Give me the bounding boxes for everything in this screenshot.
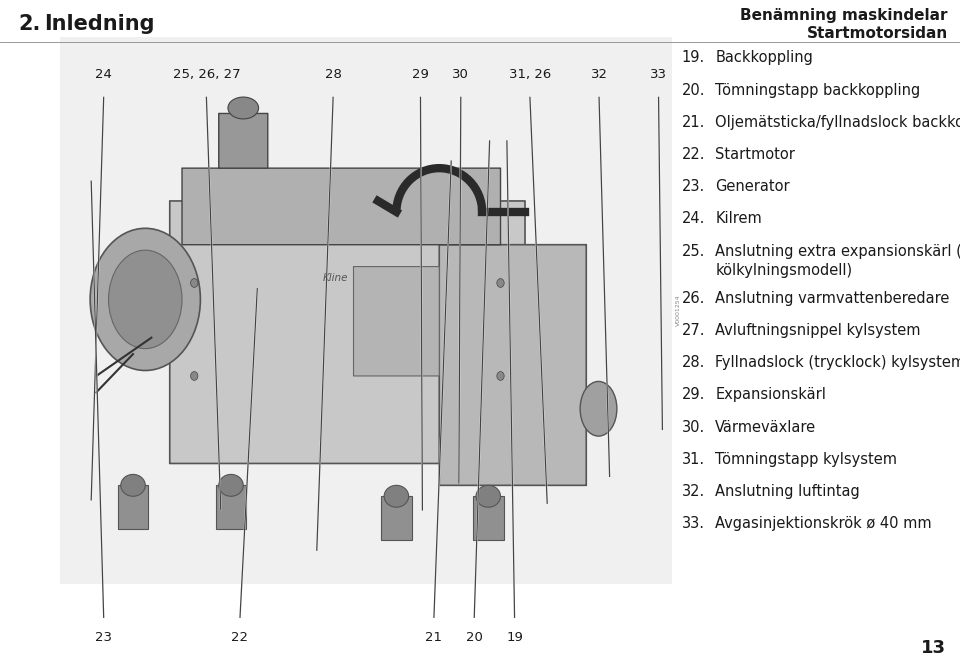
Ellipse shape: [476, 485, 500, 507]
FancyBboxPatch shape: [440, 245, 587, 485]
Ellipse shape: [191, 278, 198, 287]
Text: Anslutning luftintag: Anslutning luftintag: [715, 484, 860, 499]
Ellipse shape: [497, 372, 504, 380]
Text: 22: 22: [231, 631, 249, 644]
Text: 20.: 20.: [682, 83, 705, 97]
Text: 24.: 24.: [682, 211, 705, 226]
Text: 2.: 2.: [18, 14, 40, 34]
Bar: [381, 497, 412, 540]
Text: 19: 19: [506, 631, 523, 644]
Ellipse shape: [384, 485, 409, 507]
Ellipse shape: [228, 97, 258, 119]
FancyBboxPatch shape: [182, 168, 500, 245]
Text: 23: 23: [95, 631, 112, 644]
Text: Inledning: Inledning: [44, 14, 155, 34]
Text: Tömningstapp backkoppling: Tömningstapp backkoppling: [715, 83, 921, 97]
Text: 32.: 32.: [682, 484, 705, 499]
Ellipse shape: [90, 228, 201, 370]
Text: Oljemätsticka/fyllnadslock backkoppling: Oljemätsticka/fyllnadslock backkoppling: [715, 115, 960, 130]
Text: 25, 26, 27: 25, 26, 27: [173, 68, 240, 81]
Text: 25.: 25.: [682, 244, 705, 258]
Text: 30.: 30.: [682, 419, 705, 435]
Text: 21.: 21.: [682, 115, 705, 130]
Text: 27.: 27.: [682, 323, 705, 338]
Text: kölkylningsmodell): kölkylningsmodell): [715, 263, 852, 278]
Text: 28: 28: [324, 68, 342, 81]
Text: 28.: 28.: [682, 355, 705, 370]
Text: Anslutning extra expansionskärl (endast: Anslutning extra expansionskärl (endast: [715, 244, 960, 258]
Text: Avgasinjektionskrök ø 40 mm: Avgasinjektionskrök ø 40 mm: [715, 516, 932, 531]
Text: Värmeväxlare: Värmeväxlare: [715, 419, 816, 435]
FancyBboxPatch shape: [170, 201, 525, 464]
Text: 33: 33: [650, 68, 667, 81]
Bar: [216, 485, 247, 529]
Text: Fyllnadslock (trycklock) kylsystem: Fyllnadslock (trycklock) kylsystem: [715, 355, 960, 370]
Text: Expansionskärl: Expansionskärl: [715, 387, 826, 403]
Ellipse shape: [121, 474, 145, 497]
Text: 13: 13: [921, 639, 946, 657]
Text: Tömningstapp kylsystem: Tömningstapp kylsystem: [715, 452, 898, 467]
Text: 32: 32: [590, 68, 608, 81]
Text: 23.: 23.: [682, 179, 705, 194]
Ellipse shape: [219, 474, 243, 497]
Text: 30: 30: [452, 68, 469, 81]
Ellipse shape: [497, 278, 504, 287]
Text: 22.: 22.: [682, 147, 705, 162]
Text: 29: 29: [412, 68, 429, 81]
Ellipse shape: [191, 372, 198, 380]
Text: Anslutning varmvattenberedare: Anslutning varmvattenberedare: [715, 291, 949, 306]
Text: Kilrem: Kilrem: [715, 211, 762, 226]
Text: Startmotorsidan: Startmotorsidan: [806, 26, 948, 41]
Text: V0001254: V0001254: [676, 295, 681, 326]
Text: 21: 21: [425, 631, 443, 644]
Text: Benämning maskindelar: Benämning maskindelar: [740, 8, 948, 23]
Text: 31.: 31.: [682, 452, 705, 467]
Text: Avluftningsnippel kylsystem: Avluftningsnippel kylsystem: [715, 323, 921, 338]
Text: 31, 26: 31, 26: [509, 68, 551, 81]
Bar: [473, 497, 504, 540]
Text: 26.: 26.: [682, 291, 705, 306]
Text: Backkoppling: Backkoppling: [715, 50, 813, 65]
FancyBboxPatch shape: [353, 266, 440, 376]
Bar: [60, 37, 672, 584]
Text: 24: 24: [95, 68, 112, 81]
Bar: [118, 485, 149, 529]
Text: 33.: 33.: [682, 516, 705, 531]
Text: 29.: 29.: [682, 387, 705, 403]
Text: Kline: Kline: [323, 272, 348, 282]
Text: Startmotor: Startmotor: [715, 147, 795, 162]
Ellipse shape: [108, 250, 182, 349]
Text: 20: 20: [466, 631, 483, 644]
Ellipse shape: [580, 381, 617, 436]
Text: 19.: 19.: [682, 50, 705, 65]
FancyBboxPatch shape: [219, 113, 268, 168]
Text: Generator: Generator: [715, 179, 790, 194]
